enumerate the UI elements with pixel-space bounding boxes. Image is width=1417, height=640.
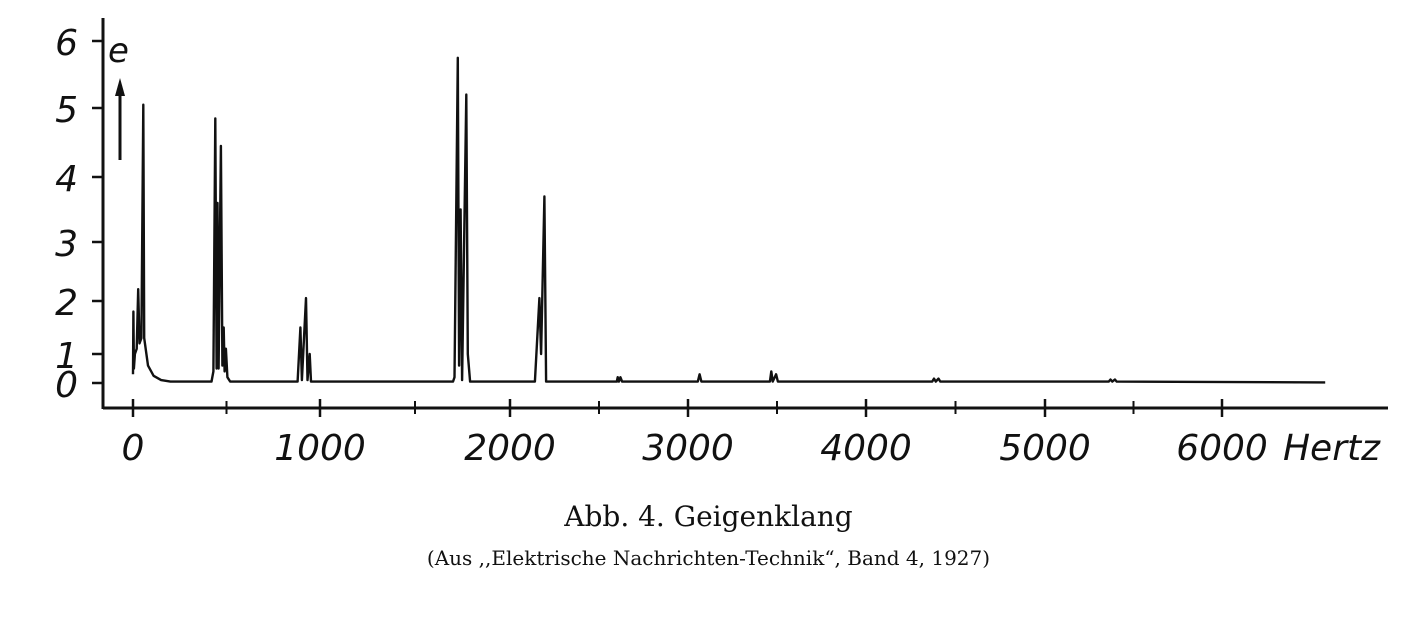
y-tick-label: 1 — [55, 336, 78, 377]
y-tick-label: 0 — [55, 365, 78, 406]
series-line — [131, 56, 1326, 384]
figure-title: Abb. 4. Geigenklang — [564, 500, 853, 533]
y-tick-label: 4 — [55, 159, 78, 200]
x-tick-label: 3000 — [642, 428, 734, 469]
y-tick-label: 3 — [55, 224, 78, 265]
x-tick-label: 1000 — [274, 428, 366, 469]
x-axis-label: Hertz — [1283, 428, 1381, 469]
x-tick-label: 2000 — [464, 428, 556, 469]
y-tick-label: 6 — [55, 23, 78, 64]
x-tick-label: 6000 — [1176, 428, 1268, 469]
y-tick-label: 5 — [55, 90, 78, 131]
x-tick-label: 5000 — [999, 428, 1091, 469]
y-axis-label: e — [108, 31, 129, 160]
x-tick-label: 4000 — [820, 428, 912, 469]
figure-source: (Aus ,,Elektrische Nachrichten-Technik“,… — [426, 546, 991, 570]
y-axis-label-text: e — [108, 31, 129, 71]
arrow-head-icon — [115, 78, 125, 96]
y-tick-label: 2 — [55, 283, 78, 324]
x-tick-label: 0 — [122, 428, 145, 469]
